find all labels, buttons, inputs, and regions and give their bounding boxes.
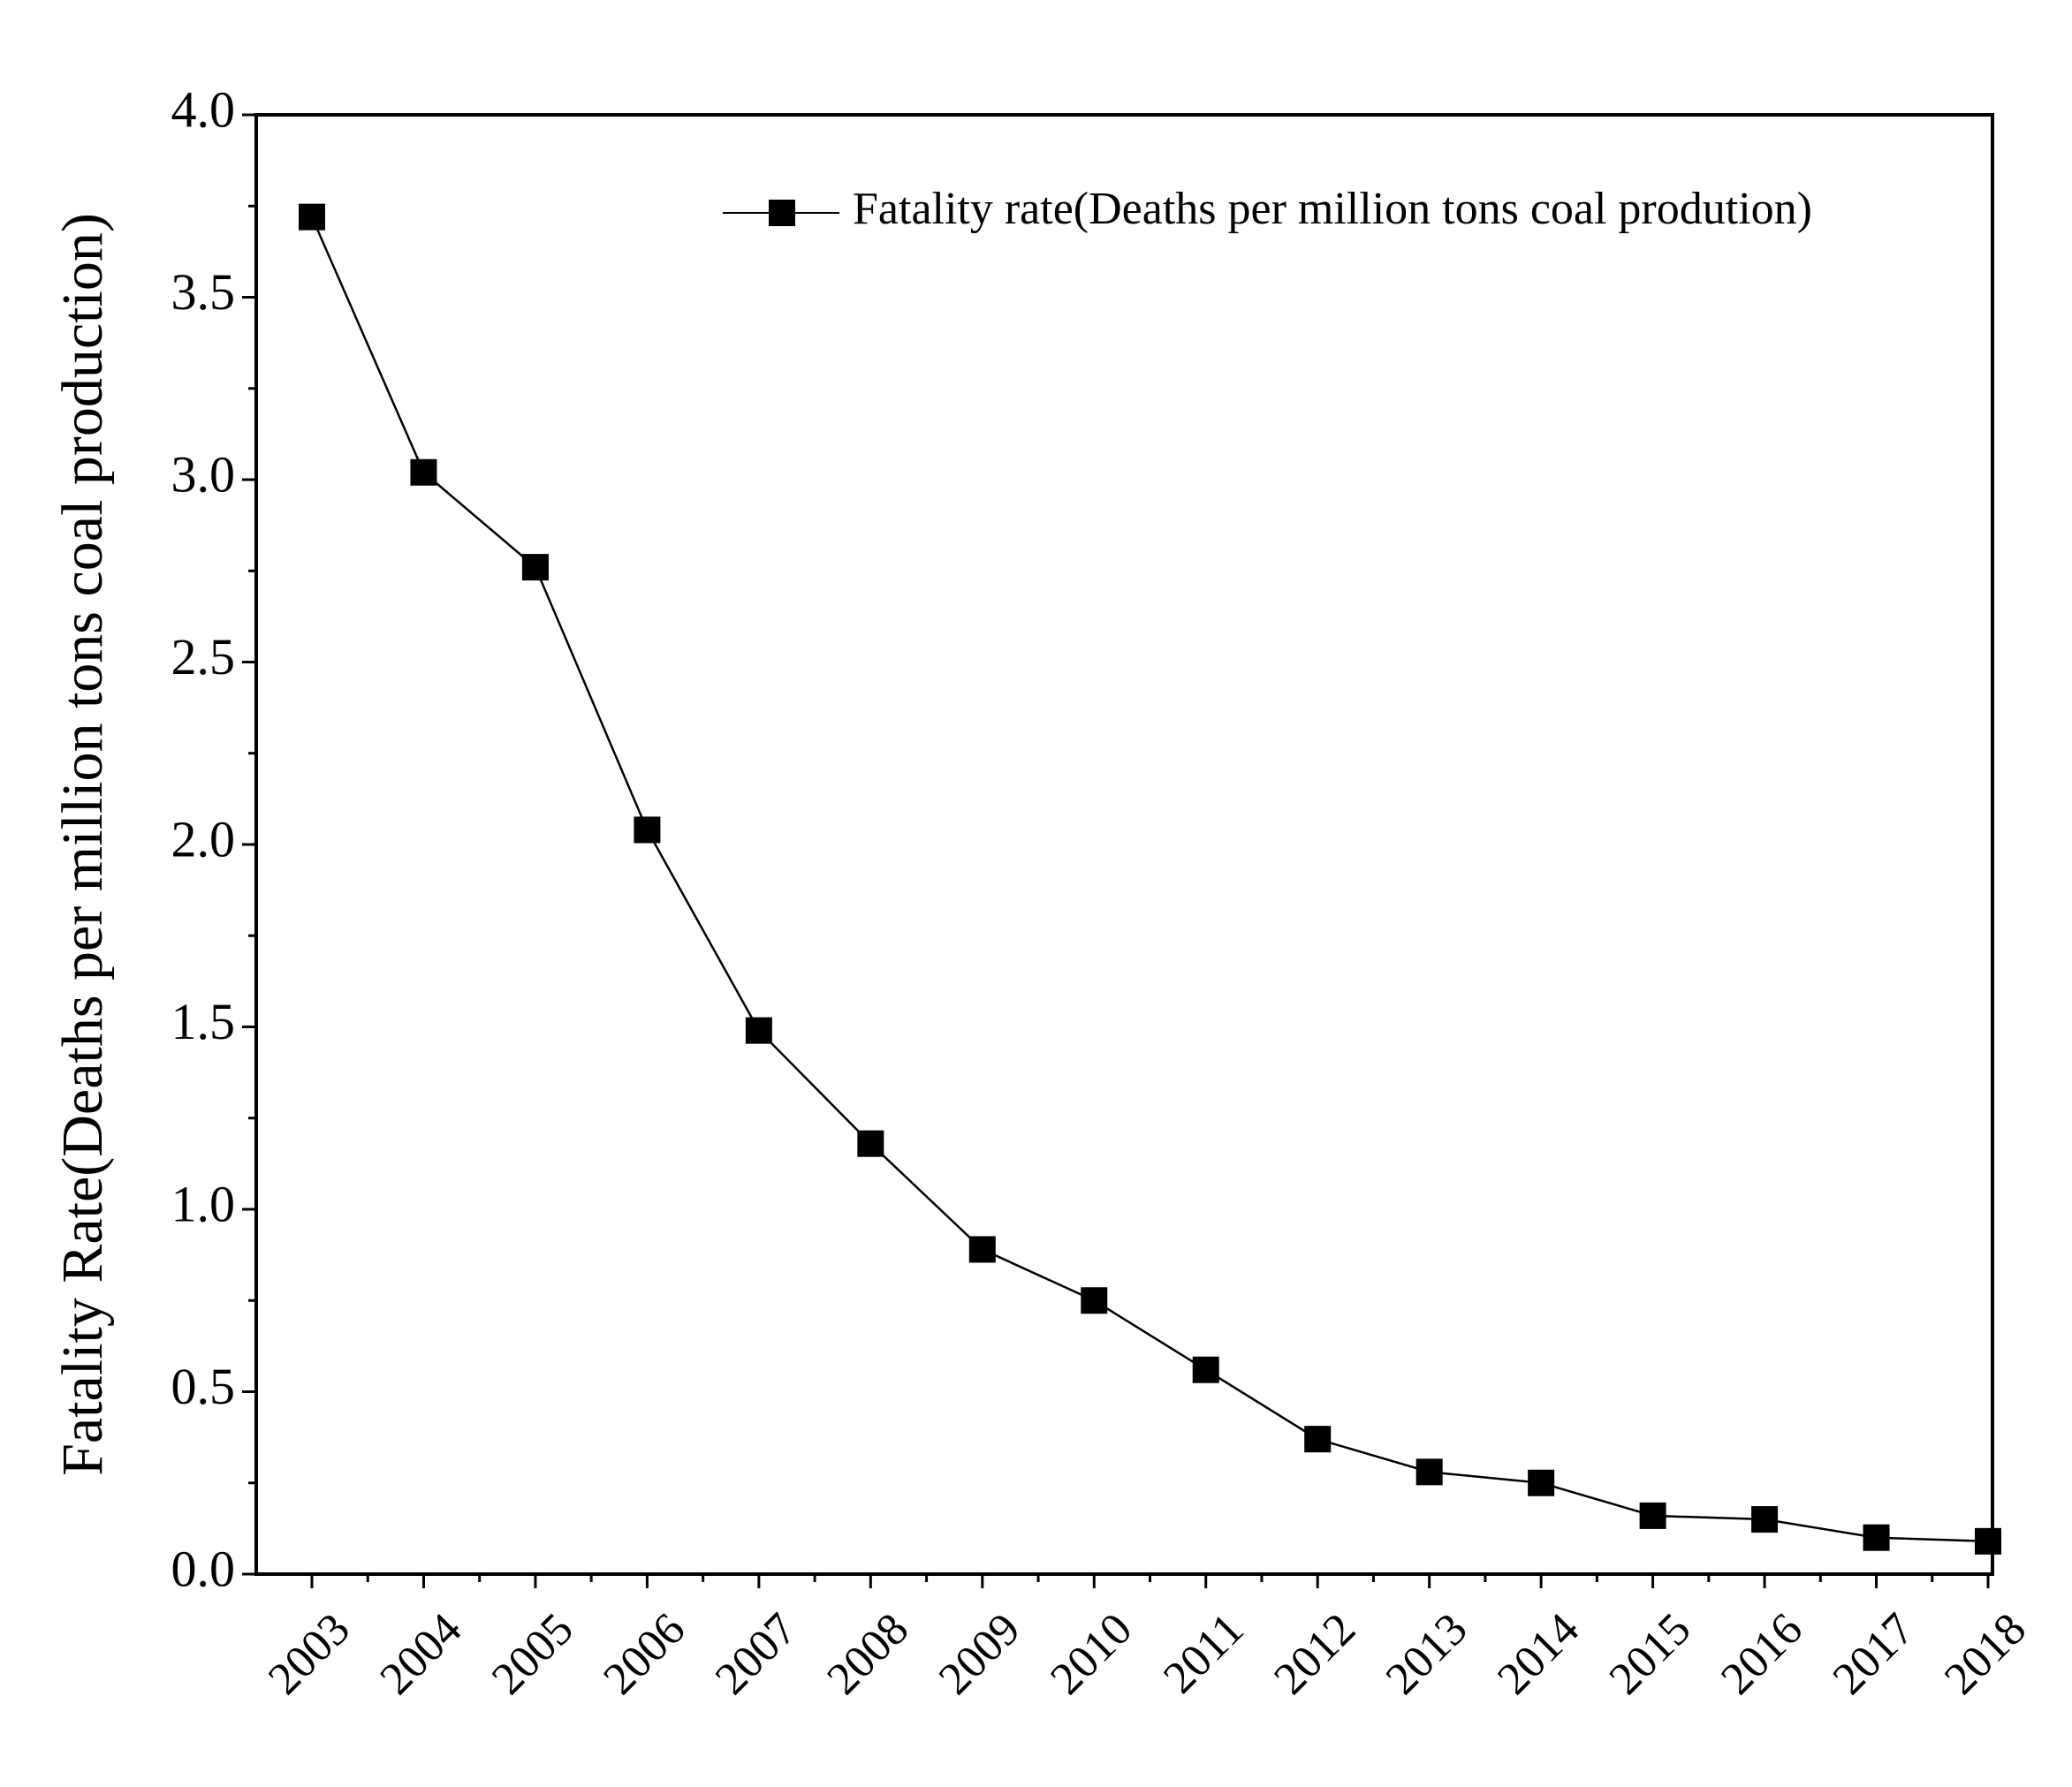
data-point-marker [1415, 1458, 1443, 1486]
data-point-marker [1975, 1527, 2001, 1555]
legend: Fatality rate(Deaths per million tons co… [723, 184, 1812, 234]
x-tick-label: 2005 [482, 1604, 583, 1705]
x-tick-label: 2006 [594, 1604, 694, 1705]
x-tick-label: 2016 [1711, 1604, 1812, 1705]
data-point-marker [521, 554, 549, 581]
x-tick-label: 2015 [1600, 1604, 1701, 1705]
data-point-marker [634, 816, 661, 844]
x-tick-label: 2012 [1264, 1604, 1365, 1705]
data-point-marker [1639, 1502, 1666, 1529]
data-point-marker [1192, 1356, 1219, 1383]
data-point-marker [1863, 1524, 1890, 1551]
x-tick-label: 2018 [1935, 1604, 2036, 1705]
y-tick-label: 2.5 [171, 628, 236, 685]
series-line [310, 216, 1989, 1543]
plot-frame [254, 113, 1994, 1576]
y-tick-label: 4.0 [171, 80, 236, 138]
data-point-marker [857, 1130, 884, 1157]
data-point-marker [1751, 1506, 1779, 1533]
data-point-marker [410, 458, 437, 486]
x-tick-label: 2010 [1041, 1604, 1142, 1705]
y-axis-title: Fatality Rate(Deaths per million tons co… [50, 213, 115, 1476]
y-tick-label: 0.5 [171, 1358, 236, 1415]
y-tick-label: 3.5 [171, 263, 236, 321]
data-point-marker [299, 203, 325, 231]
data-point-marker [1304, 1426, 1332, 1453]
x-tick-label: 2004 [371, 1604, 472, 1705]
x-tick-label: 2013 [1377, 1604, 1477, 1705]
data-point-marker [745, 1017, 772, 1044]
y-tick-label: 0.0 [171, 1540, 236, 1597]
y-tick-label: 3.0 [171, 445, 236, 503]
y-tick-label: 1.5 [171, 993, 236, 1050]
y-tick-label: 1.0 [171, 1175, 236, 1232]
series-layer [299, 203, 2001, 1555]
x-tick-label: 2017 [1824, 1604, 1924, 1705]
y-axis-ticks: 0.0 0.5 1.0 1.5 2.0 2.5 3.0 3.5 4.0 [171, 80, 256, 1597]
x-tick-label: 2009 [930, 1604, 1030, 1705]
x-tick-label: 2003 [259, 1604, 360, 1705]
data-point-marker [968, 1236, 996, 1263]
x-tick-label: 2007 [706, 1604, 807, 1705]
data-point-marker [1528, 1469, 1555, 1496]
y-tick-label: 2.0 [171, 810, 236, 867]
legend-marker [769, 200, 795, 226]
data-point-marker [1081, 1287, 1108, 1314]
x-tick-label: 2014 [1488, 1604, 1589, 1705]
x-axis-ticks: 2003 2004 2005 2006 2007 2008 2009 2010 2011 2012… [259, 1574, 2036, 1704]
legend-label: Fatality rate(Deaths per million tons co… [853, 184, 1812, 234]
x-tick-label: 2011 [1154, 1604, 1253, 1703]
x-tick-label: 2008 [817, 1604, 918, 1705]
